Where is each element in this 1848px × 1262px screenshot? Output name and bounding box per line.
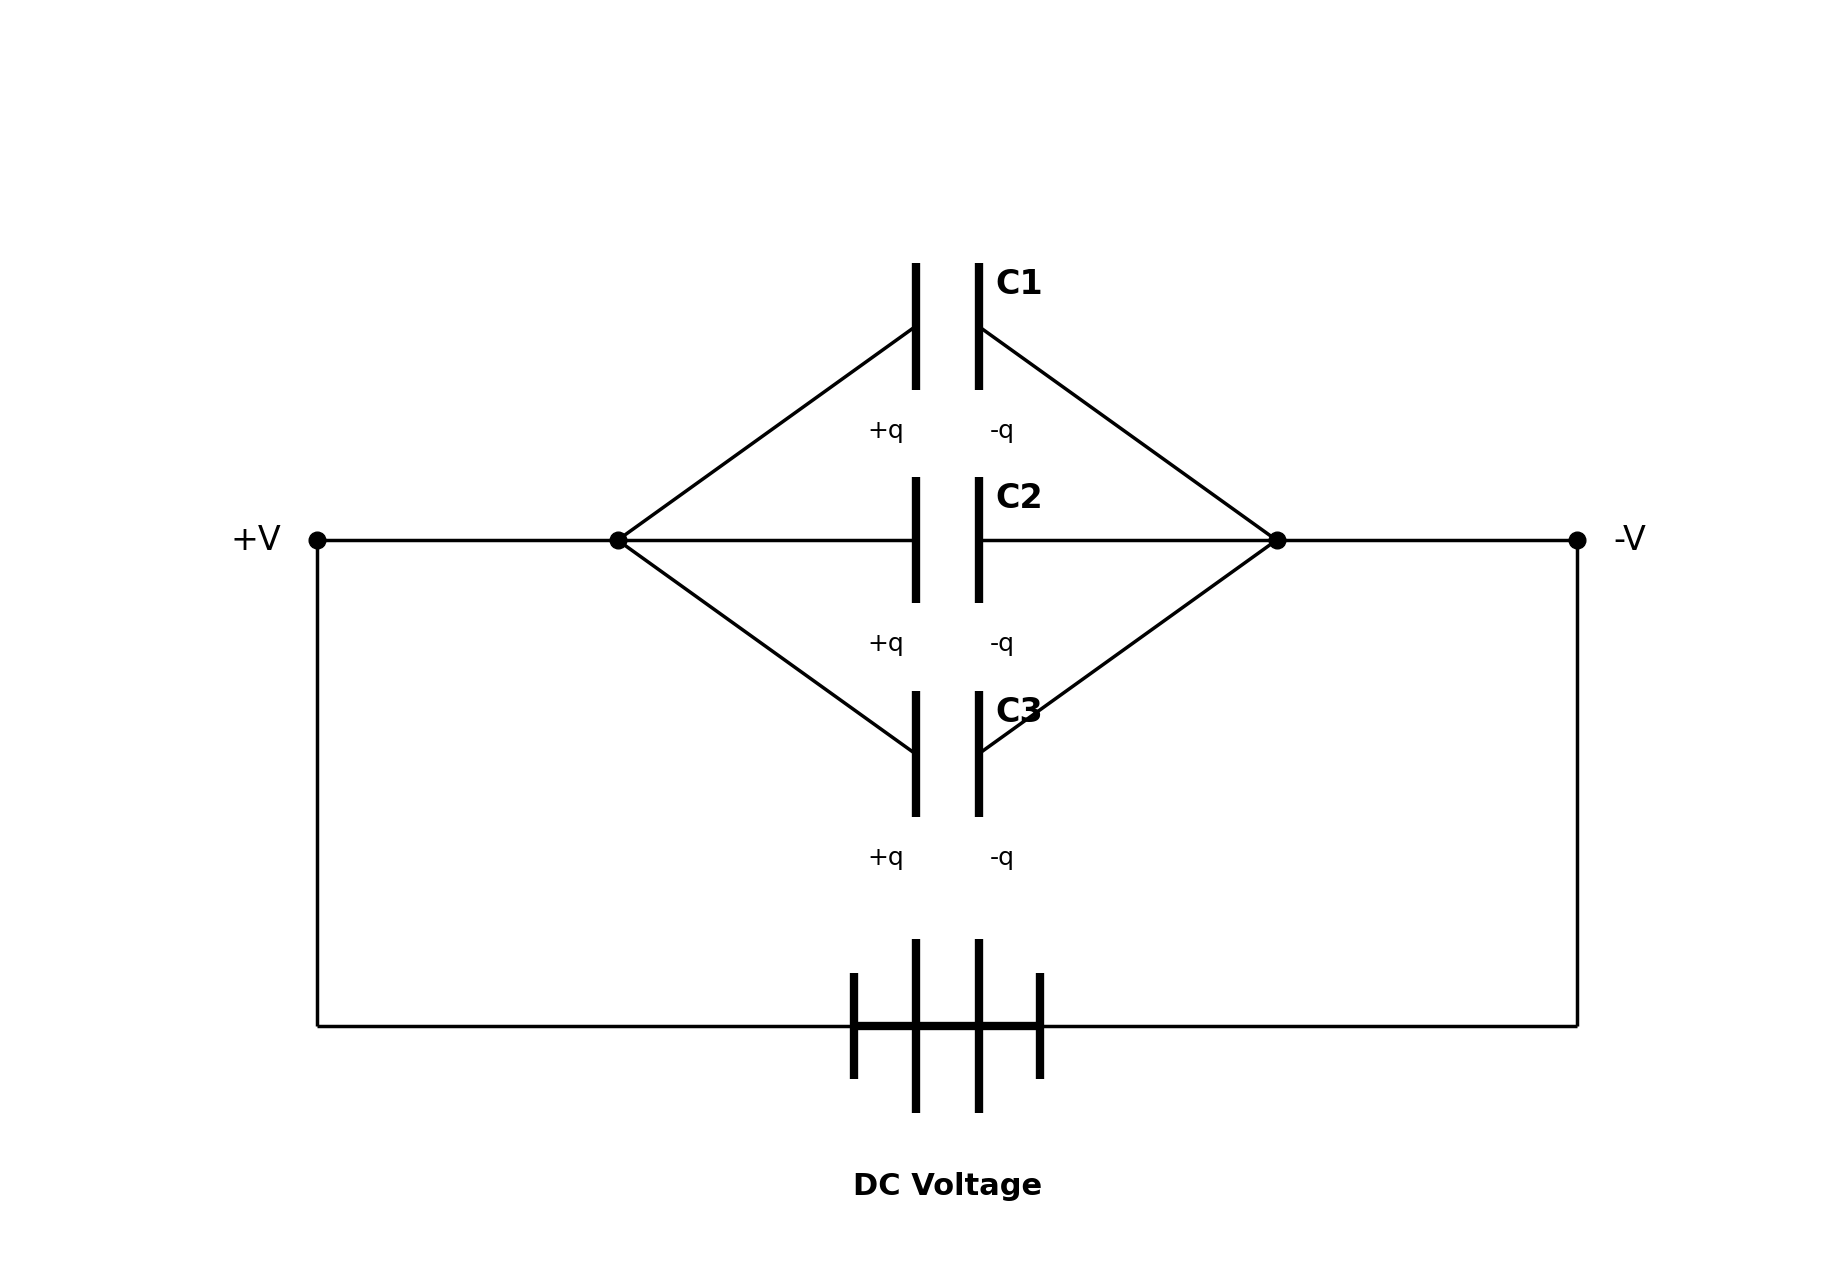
Text: -q: -q <box>991 632 1015 656</box>
Text: -V: -V <box>1613 524 1647 557</box>
Text: C2: C2 <box>996 482 1044 515</box>
Text: +q: +q <box>867 419 904 443</box>
Text: C3: C3 <box>996 695 1044 728</box>
Text: -q: -q <box>991 419 1015 443</box>
Text: C1: C1 <box>996 268 1044 302</box>
Text: +q: +q <box>867 632 904 656</box>
Text: +V: +V <box>231 524 281 557</box>
Text: -q: -q <box>991 847 1015 871</box>
Text: +q: +q <box>867 847 904 871</box>
Text: DC Voltage: DC Voltage <box>852 1171 1042 1200</box>
